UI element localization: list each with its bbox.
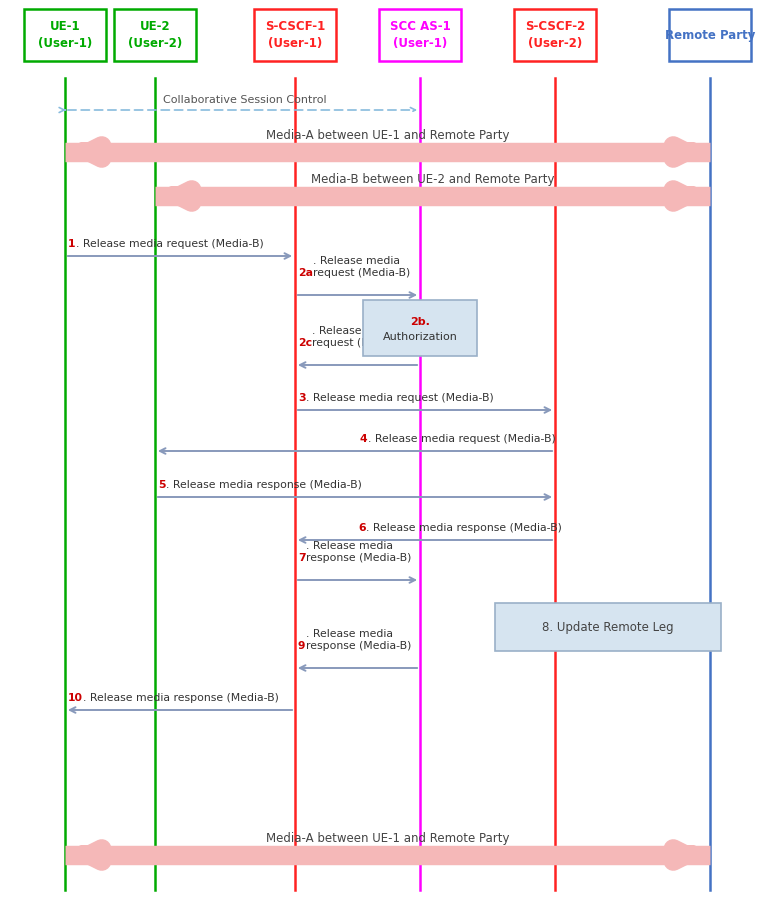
Text: 10: 10 — [68, 693, 83, 703]
FancyBboxPatch shape — [254, 9, 336, 61]
Text: . Release media
request (Media-B): . Release media request (Media-B) — [313, 257, 411, 278]
Text: 4: 4 — [360, 434, 367, 444]
Text: (User-2): (User-2) — [528, 38, 582, 50]
Text: (User-1): (User-1) — [268, 38, 322, 50]
Text: . Release media request (Media-B): . Release media request (Media-B) — [306, 393, 493, 403]
Text: UE-1: UE-1 — [49, 20, 80, 32]
Text: 1: 1 — [68, 239, 75, 249]
FancyBboxPatch shape — [379, 9, 461, 61]
Text: 3: 3 — [298, 393, 306, 403]
Text: 2b.: 2b. — [410, 317, 430, 327]
Text: . Release media response (Media-B): . Release media response (Media-B) — [165, 480, 361, 490]
Text: 2c: 2c — [298, 338, 312, 348]
Text: Media-A between UE-1 and Remote Party: Media-A between UE-1 and Remote Party — [266, 129, 510, 142]
Text: Media-B between UE-2 and Remote Party: Media-B between UE-2 and Remote Party — [311, 173, 555, 186]
FancyBboxPatch shape — [24, 9, 106, 61]
Text: (User-1): (User-1) — [393, 38, 447, 50]
Text: . Release media response (Media-B): . Release media response (Media-B) — [366, 523, 562, 533]
Text: Collaborative Session Control: Collaborative Session Control — [163, 95, 327, 105]
Text: . Release media response (Media-B): . Release media response (Media-B) — [83, 693, 279, 703]
Text: . Release media request (Media-B): . Release media request (Media-B) — [367, 434, 556, 444]
Text: Media-A between UE-1 and Remote Party: Media-A between UE-1 and Remote Party — [266, 832, 510, 845]
Text: . Release media request (Media-B): . Release media request (Media-B) — [75, 239, 263, 249]
Text: . Release media
response (Media-B): . Release media response (Media-B) — [306, 542, 411, 563]
Text: 8. Update Remote Leg: 8. Update Remote Leg — [542, 621, 674, 633]
Text: 6: 6 — [358, 523, 366, 533]
Text: S-CSCF-1: S-CSCF-1 — [265, 20, 325, 32]
Text: S-CSCF-2: S-CSCF-2 — [525, 20, 585, 32]
Text: UE-2: UE-2 — [140, 20, 170, 32]
Text: Remote Party: Remote Party — [665, 29, 755, 41]
Text: . Release media
request (Media-B): . Release media request (Media-B) — [312, 326, 409, 348]
Text: (User-1): (User-1) — [38, 38, 92, 50]
FancyBboxPatch shape — [495, 603, 721, 651]
Text: 7: 7 — [298, 553, 306, 563]
FancyBboxPatch shape — [363, 300, 477, 356]
Text: (User-2): (User-2) — [128, 38, 182, 50]
Text: 9: 9 — [298, 641, 306, 651]
FancyBboxPatch shape — [669, 9, 751, 61]
Text: SCC AS-1: SCC AS-1 — [389, 20, 450, 32]
Text: . Release media
response (Media-B): . Release media response (Media-B) — [306, 630, 411, 651]
Text: Authorization: Authorization — [383, 332, 458, 342]
FancyBboxPatch shape — [514, 9, 596, 61]
Text: 5: 5 — [158, 480, 165, 490]
Text: 2a: 2a — [298, 268, 313, 278]
FancyBboxPatch shape — [114, 9, 196, 61]
